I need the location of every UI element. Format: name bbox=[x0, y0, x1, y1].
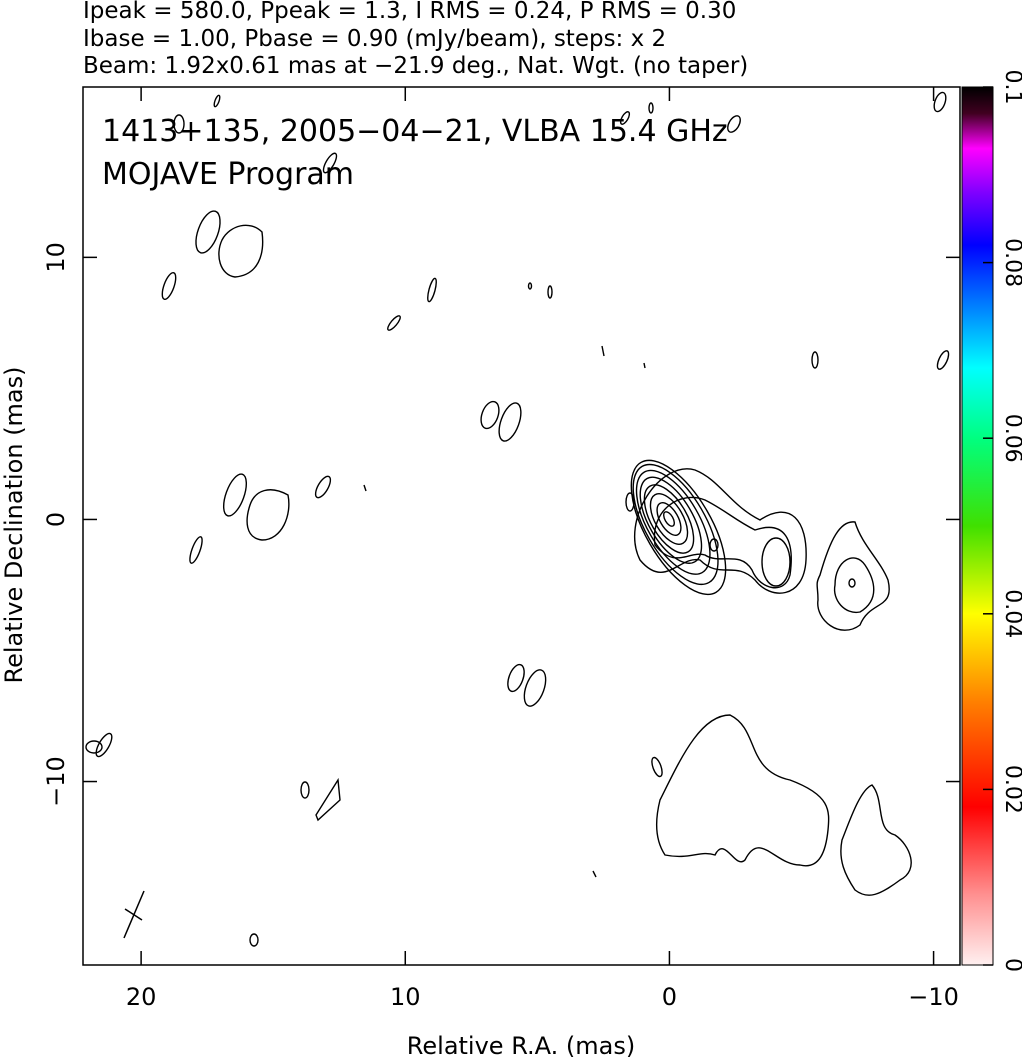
contours bbox=[85, 91, 950, 947]
colorbar-tick-label: 0.1 bbox=[1000, 70, 1022, 105]
colorbar bbox=[961, 86, 994, 966]
colorbar-tick-label: 0.04 bbox=[1000, 589, 1022, 638]
annotation: MOJAVE Program bbox=[102, 157, 354, 192]
x-tick-label: 0 bbox=[662, 983, 677, 1011]
plot-frame bbox=[82, 86, 961, 966]
annotation: 1413+135, 2005−04−21, VLBA 15.4 GHz bbox=[102, 114, 728, 149]
x-axis-label: Relative R.A. (mas) bbox=[407, 1032, 635, 1060]
y-axis-label: Relative Declination (mas) bbox=[0, 366, 28, 683]
x-tick-label: −10 bbox=[908, 983, 959, 1011]
x-tick-label: 20 bbox=[126, 983, 157, 1011]
y-tick-label: −10 bbox=[42, 756, 70, 807]
header-line: Ipeak = 580.0, Ppeak = 1.3, I RMS = 0.24… bbox=[83, 0, 736, 24]
colorbar-tick-label: 0.06 bbox=[1000, 414, 1022, 463]
y-tick-label: 10 bbox=[42, 242, 70, 273]
colorbar-tick-label: 0 bbox=[1000, 958, 1022, 972]
x-tick-label: 10 bbox=[390, 983, 421, 1011]
beam bbox=[123, 890, 145, 939]
header-line: Ibase = 1.00, Pbase = 0.90 (mJy/beam), s… bbox=[83, 26, 666, 52]
y-tick-label: 0 bbox=[42, 512, 70, 527]
header-line: Beam: 1.92x0.61 mas at −21.9 deg., Nat. … bbox=[83, 53, 748, 79]
colorbar-tick-label: 0.08 bbox=[1000, 238, 1022, 287]
colorbar-tick-label: 0.02 bbox=[1000, 765, 1022, 814]
